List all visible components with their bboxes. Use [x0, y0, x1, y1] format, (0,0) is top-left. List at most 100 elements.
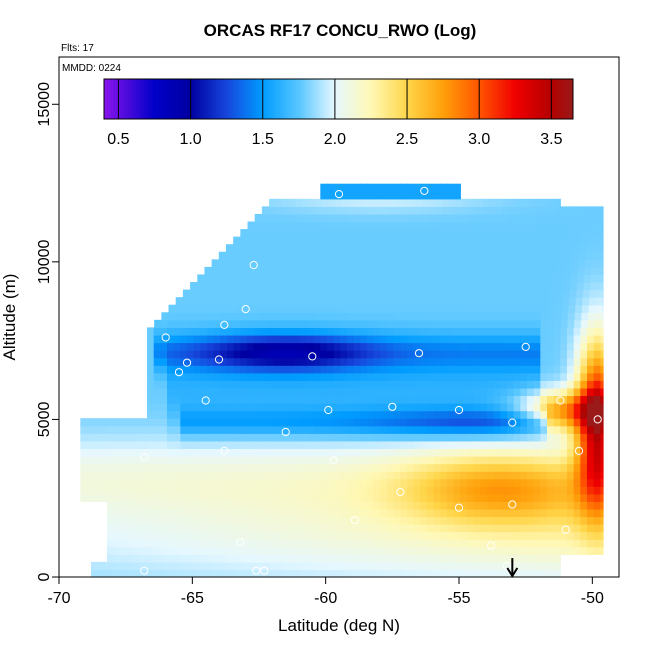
heatmap-cell — [380, 516, 388, 525]
heatmap-cell — [207, 486, 215, 495]
heatmap-cell — [373, 433, 381, 442]
heatmap-cell — [413, 387, 421, 397]
heatmap-cell — [380, 455, 388, 465]
heatmap-cell — [420, 327, 428, 336]
heatmap-cell — [411, 561, 419, 571]
heatmap-cell — [545, 244, 554, 253]
heatmap-cell — [153, 554, 161, 563]
heatmap-cell — [470, 274, 478, 283]
colorbar-segment — [427, 79, 431, 119]
heatmap-cell — [227, 440, 235, 450]
heatmap-cell — [80, 425, 88, 434]
colorbar-segment — [497, 79, 501, 119]
heatmap-cell — [273, 350, 281, 359]
heatmap-cell — [420, 471, 428, 480]
heatmap-cell — [507, 387, 515, 397]
heatmap-cell — [407, 471, 415, 480]
heatmap-cell — [327, 342, 335, 351]
heatmap-cell — [600, 334, 604, 344]
heatmap-cell — [540, 554, 548, 563]
heatmap-cell — [313, 539, 321, 548]
heatmap-cell — [407, 501, 415, 510]
heatmap-cell — [601, 206, 604, 215]
colorbar-segment — [460, 79, 464, 119]
heatmap-cell — [440, 425, 448, 434]
heatmap-cell — [240, 516, 248, 525]
heatmap-cell — [127, 471, 135, 480]
heatmap-cell — [387, 493, 395, 502]
heatmap-cell — [387, 342, 395, 351]
heatmap-cell — [457, 266, 466, 276]
colorbar-segment — [197, 79, 201, 119]
heatmap-cell — [180, 327, 188, 336]
heatmap-cell — [497, 274, 505, 283]
heatmap-cell — [387, 425, 395, 434]
heatmap-cell — [522, 297, 530, 306]
heatmap-cell — [236, 282, 245, 291]
heatmap-cell — [347, 342, 355, 351]
heatmap-cell — [453, 365, 461, 374]
heatmap-cell — [557, 274, 565, 283]
heatmap-cell — [451, 569, 459, 578]
heatmap-cell — [531, 259, 539, 268]
heatmap-cell — [573, 380, 581, 389]
colorbar-segment — [230, 79, 234, 119]
heatmap-cell — [498, 259, 506, 268]
heatmap-cell — [147, 554, 155, 563]
heatmap-cell — [440, 478, 448, 487]
colorbar-segment — [157, 79, 161, 119]
heatmap-cell — [127, 463, 135, 472]
heatmap-cell — [546, 236, 554, 245]
heatmap-cell — [453, 486, 461, 495]
heatmap-cell — [333, 236, 341, 245]
heatmap-cell — [227, 486, 235, 495]
heatmap-cell — [573, 342, 581, 351]
heatmap-cell — [547, 433, 555, 442]
heatmap-cell — [533, 516, 541, 525]
heatmap-cell — [127, 486, 135, 495]
heatmap-cell — [600, 471, 604, 480]
heatmap-cell — [413, 395, 421, 404]
heatmap-cell — [175, 304, 183, 313]
heatmap-cell — [288, 206, 296, 215]
heatmap-cell — [521, 206, 530, 215]
heatmap-cell — [173, 486, 181, 495]
heatmap-cell — [287, 327, 295, 336]
heatmap-cell — [333, 327, 341, 336]
heatmap-cell — [267, 524, 275, 533]
colorbar-segment — [411, 79, 415, 119]
heatmap-cell — [167, 327, 175, 336]
heatmap-cell — [200, 455, 208, 465]
heatmap-cell — [567, 403, 575, 412]
heatmap-cell — [468, 213, 476, 223]
heatmap-cell — [447, 410, 455, 419]
heatmap-cell — [307, 433, 315, 442]
heatmap-cell — [313, 546, 321, 555]
heatmap-cell — [180, 554, 188, 563]
heatmap-cell — [388, 312, 396, 321]
heatmap-cell — [427, 319, 435, 328]
heatmap-cell — [220, 365, 228, 374]
heatmap-cell — [147, 433, 155, 442]
colorbar-segment — [305, 79, 309, 119]
heatmap-cell — [233, 365, 241, 374]
heatmap-cell — [581, 304, 590, 313]
heatmap-cell — [180, 365, 188, 374]
heatmap-cell — [320, 516, 328, 525]
heatmap-cell — [345, 251, 353, 260]
heatmap-cell — [207, 380, 215, 389]
heatmap-cell — [324, 259, 333, 268]
heatmap-cell — [174, 312, 182, 321]
heatmap-cell — [500, 425, 508, 434]
heatmap-cell — [440, 531, 448, 540]
colorbar-segment — [472, 79, 476, 119]
heatmap-cell — [553, 463, 561, 472]
heatmap-cell — [340, 455, 348, 465]
heatmap-cell — [517, 561, 525, 571]
heatmap-cell — [167, 380, 175, 389]
heatmap-cell — [327, 478, 335, 487]
heatmap-cell — [600, 508, 604, 518]
heatmap-cell — [463, 282, 471, 291]
heatmap-cell — [408, 213, 416, 223]
heatmap-cell — [233, 546, 241, 555]
